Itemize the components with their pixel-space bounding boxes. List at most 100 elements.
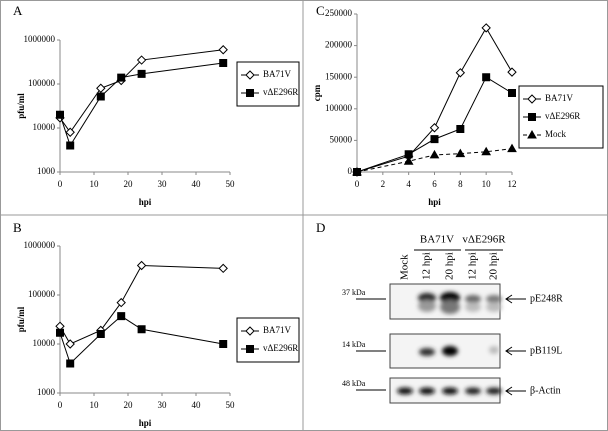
x-tick-label: 10 <box>90 179 100 189</box>
data-point <box>455 68 466 78</box>
x-tick-label: 6 <box>432 179 437 189</box>
data-point <box>117 73 126 82</box>
x-tick-label: 50 <box>226 179 236 189</box>
x-tick-label: 12 <box>508 179 517 189</box>
x-tick-label: 8 <box>458 179 463 189</box>
x-tick-label: 4 <box>406 179 411 189</box>
data-point <box>117 312 126 321</box>
lane-label: Mock <box>399 254 411 280</box>
x-tick-label: 0 <box>58 400 63 410</box>
bands <box>397 292 502 395</box>
y-tick-label: 10000 <box>33 338 56 348</box>
legend-marker <box>245 326 255 336</box>
lane-label: 20 hpi <box>488 252 500 280</box>
marker-label: 37 kDa <box>342 288 366 297</box>
legend-marker <box>528 113 536 121</box>
legend-label: BA71V <box>263 325 292 335</box>
data-point <box>136 55 147 65</box>
data-point <box>96 83 106 93</box>
panel-title: A <box>13 3 23 18</box>
x-tick-label: 0 <box>58 179 63 189</box>
lane-label: 12 hpi <box>467 252 479 280</box>
data-point <box>507 143 517 153</box>
x-axis-label: hpi <box>139 197 152 207</box>
legend-marker <box>527 129 537 139</box>
data-point <box>352 166 362 176</box>
data-point <box>66 141 75 150</box>
arrow <box>505 294 526 304</box>
x-axis-label: hpi <box>428 197 441 207</box>
x-tick-label: 40 <box>192 400 202 410</box>
y-tick-label: 150000 <box>325 71 353 81</box>
arrow <box>505 346 526 356</box>
legend-label: vΔE296R <box>263 343 298 353</box>
data-point <box>219 59 228 68</box>
legend <box>236 317 300 363</box>
protein-label: β-Actin <box>530 385 561 396</box>
legend-marker <box>527 94 537 104</box>
x-tick-label: 10 <box>90 400 100 410</box>
x-tick-label: 30 <box>158 400 168 410</box>
x-tick-label: 50 <box>226 400 236 410</box>
x-tick-label: 20 <box>124 400 134 410</box>
data-point <box>218 263 228 274</box>
data-point <box>65 339 75 349</box>
data-point <box>508 89 516 97</box>
legend-marker <box>246 89 254 97</box>
x-tick-label: 0 <box>355 179 360 189</box>
data-point <box>430 135 439 144</box>
data-point <box>137 325 146 334</box>
data-point <box>219 340 228 348</box>
lane-label: 12 hpi <box>421 252 433 280</box>
y-tick-label: 50000 <box>330 134 353 144</box>
panel-title: B <box>13 220 22 235</box>
x-tick-label: 30 <box>158 179 168 189</box>
legend-marker <box>246 345 254 353</box>
arrow <box>505 386 526 396</box>
group-label: BA71V <box>420 234 454 246</box>
data-point <box>482 73 491 82</box>
y-tick-label: 250000 <box>325 8 353 18</box>
y-tick-label: 100000 <box>28 289 56 299</box>
y-tick-label: 200000 <box>325 40 353 50</box>
data-point <box>65 127 75 137</box>
data-point <box>455 148 466 158</box>
y-tick-label: 1000 <box>37 387 56 397</box>
data-point <box>481 146 492 156</box>
y-tick-label: 1000000 <box>24 34 56 44</box>
protein-label: pB119L <box>530 345 562 356</box>
x-tick-label: 2 <box>381 179 386 189</box>
data-point <box>56 328 64 337</box>
legend-label: vΔE296R <box>545 111 580 121</box>
data-point <box>56 110 64 119</box>
series-line <box>356 26 513 173</box>
y-tick-label: 100000 <box>325 103 353 113</box>
series-line <box>356 148 513 173</box>
panel-title: D <box>316 220 325 235</box>
y-axis-label: pfu/ml <box>16 93 26 119</box>
data-point <box>96 92 105 101</box>
legend-label: BA71V <box>263 69 292 79</box>
protein-label: pE248R <box>530 293 563 304</box>
y-axis-label: cpm <box>312 84 322 101</box>
y-tick-label: 1000000 <box>24 240 56 250</box>
x-tick-label: 10 <box>482 179 492 189</box>
marker-label: 14 kDa <box>342 340 366 349</box>
data-point <box>404 150 413 159</box>
data-point <box>429 149 440 159</box>
x-tick-label: 40 <box>192 179 202 189</box>
data-point <box>116 297 126 308</box>
blot-panel: D BA71V vΔE296R Mock 12 hpi 20 hpi 12 hp… <box>316 220 563 404</box>
marker-label: 48 kDa <box>342 379 366 388</box>
data-point <box>136 260 147 271</box>
y-tick-label: 0 <box>348 166 353 176</box>
series-line <box>59 62 224 147</box>
x-axis-label: hpi <box>139 418 152 428</box>
data-point <box>456 125 465 134</box>
y-axis-label: pfu/ml <box>16 306 26 332</box>
y-tick-label: 1000 <box>37 166 56 176</box>
group-label: vΔE296R <box>462 234 506 246</box>
data-point <box>218 45 228 55</box>
legend-marker <box>245 70 255 80</box>
